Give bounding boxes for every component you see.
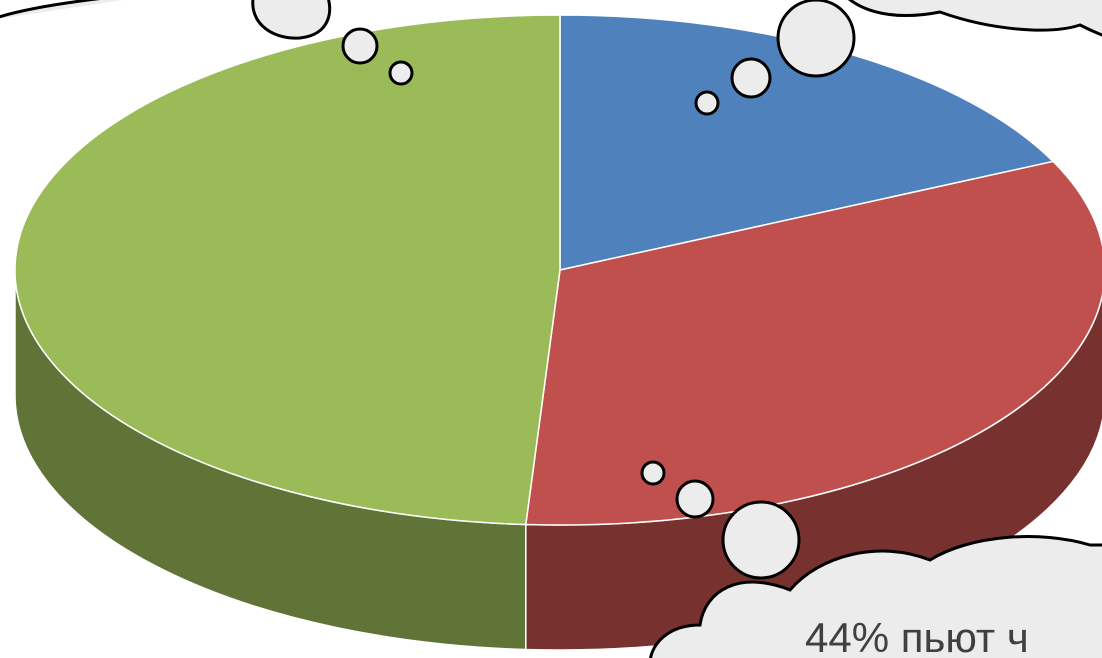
bubble-top-right — [848, 0, 1102, 37]
bubble-dot — [640, 460, 666, 486]
bubble-dot — [694, 90, 720, 116]
bubble-top-left-lobe — [251, 0, 332, 40]
pie-slice — [559, 14, 1055, 271]
pie-slice — [14, 14, 561, 526]
bubble-top-left — [0, 0, 124, 19]
bubble-dot — [730, 57, 772, 99]
pie-slice — [524, 160, 1102, 526]
bubble-bottom-right — [649, 535, 1102, 658]
annotation: 44% пьют ч — [805, 614, 1029, 658]
bubble-dot — [341, 27, 379, 65]
bubble-dot — [721, 500, 801, 580]
bubble-dot — [388, 60, 414, 86]
bubble-dot — [776, 0, 856, 78]
pie — [14, 14, 1102, 651]
bubble-dot — [675, 479, 715, 519]
